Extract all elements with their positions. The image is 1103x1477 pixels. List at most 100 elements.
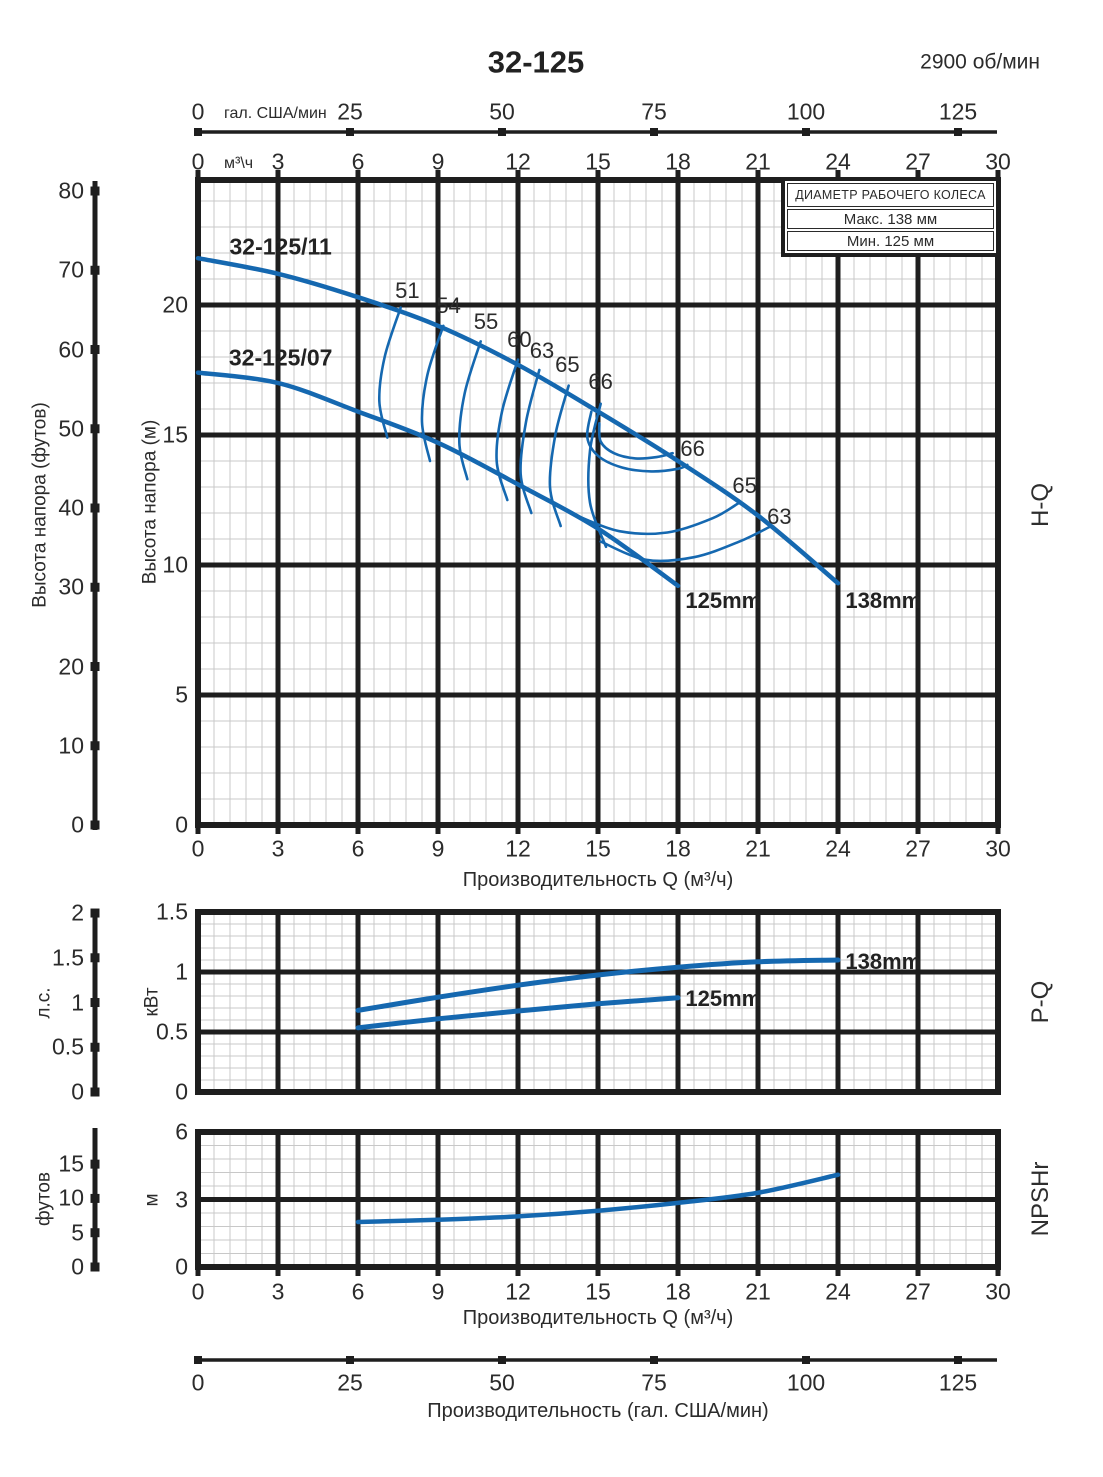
head-feet-axis-tick (90, 662, 100, 672)
m3h-top-tick-label: 21 (745, 148, 771, 175)
curve-label: 125mm (685, 588, 762, 614)
gpm-bottom-tick-label: 125 (938, 1369, 978, 1396)
npsh-x-tick-label: 15 (585, 1278, 611, 1305)
head-ft-tick-label: 30 (58, 573, 84, 600)
head-ft-tick-label: 80 (58, 177, 84, 204)
gpm-top-axis-tick (194, 128, 202, 136)
hq-x-axis-title: Производительность Q (м³/ч) (462, 869, 734, 891)
gpm-bottom-axis-tick (650, 1356, 658, 1364)
m3h-top-tick-label: 27 (905, 148, 931, 175)
power-kw-tick-label: 1.5 (156, 898, 188, 925)
pq-curve-125mm (355, 995, 681, 1031)
npsh-feet-axis-tick (90, 1262, 100, 1272)
head-ft-tick-label: 20 (58, 653, 84, 679)
impeller-diameter-legend: ДИАМЕТР РАБОЧЕГО КОЛЕСА Макс. 138 мм Мин… (781, 177, 1000, 257)
power-hp-axis-title: л.с. (33, 987, 55, 1019)
efficiency-contour-63 (519, 368, 541, 515)
head-feet-axis-tick (90, 424, 100, 434)
chart-border (195, 909, 1001, 1095)
hq-x-tick-label: 15 (585, 835, 611, 862)
head-m-tick-label: 20 (162, 291, 188, 318)
npsh-ft-tick-label: 0 (71, 1253, 84, 1280)
hq-section-label: H-Q (1027, 483, 1054, 527)
m3h-top-tick-label: 24 (825, 148, 851, 175)
npsh-x-tick-label: 12 (505, 1278, 531, 1305)
curve-label: 125mm (685, 986, 762, 1011)
curve-label: 32-125/07 (228, 344, 333, 371)
npsh-x-tick-label: 6 (351, 1278, 365, 1305)
head-feet-axis-tick (90, 265, 100, 275)
hq-x-tick-label: 21 (745, 835, 771, 862)
gpm-bottom-tick-label: 25 (337, 1369, 363, 1396)
hq-curve-125mm (195, 370, 681, 589)
efficiency-label: 63 (529, 337, 555, 363)
head-feet-axis-tick (90, 186, 100, 196)
npsh-feet-axis-tick (90, 1193, 100, 1203)
head-feet-axis-tick (90, 741, 100, 751)
gpm-top-tick-label: 125 (938, 98, 978, 125)
gpm-bottom-axis-tick (194, 1356, 202, 1364)
gpm-bottom-tick-label: 75 (641, 1369, 667, 1396)
head-meters-axis-title: Высота напора (м) (139, 419, 161, 585)
head-m-tick-label: 0 (175, 811, 188, 838)
hq-curve-138mm (195, 255, 841, 586)
gpm-top-axis-tick (802, 128, 810, 136)
efficiency-contour-54 (420, 324, 445, 463)
head-feet-axis-title: Высота напора (футов) (29, 402, 51, 608)
hq-x-tick-label: 9 (431, 835, 445, 862)
npsh-ft-tick-label: 5 (71, 1219, 84, 1246)
head-ft-tick-label: 70 (58, 256, 84, 283)
head-m-tick-label: 10 (162, 551, 188, 578)
gpm-bottom-tick-label: 0 (191, 1369, 205, 1396)
gpm-top-axis-tick (498, 128, 506, 136)
gpm-top-axis-tick (650, 128, 658, 136)
gpm-bottom-axis-tick (802, 1356, 810, 1364)
npsh-meters-axis-title: м (141, 1193, 163, 1207)
m3h-top-tick-label: 30 (985, 148, 1011, 175)
power-hp-axis-tick (90, 1042, 100, 1052)
legend-min-diameter: Мин. 125 мм (787, 231, 994, 251)
npsh-feet-axis-title: футов (33, 1171, 55, 1227)
efficiency-contour-65-right (575, 501, 741, 536)
efficiency-label: 55 (473, 308, 499, 334)
power-hp-tick-label: 1.5 (52, 944, 84, 971)
head-feet-axis-tick (90, 582, 100, 592)
efficiency-contour-66-inner (597, 422, 674, 460)
efficiency-contour-55 (457, 340, 482, 481)
power-hp-axis-tick (90, 953, 100, 963)
power-hp-axis-tick (90, 908, 100, 918)
power-kw-tick-label: 1 (175, 958, 188, 985)
power-hp-tick-label: 1 (71, 989, 84, 1016)
legend-title: ДИАМЕТР РАБОЧЕГО КОЛЕСА (787, 183, 994, 207)
hq-x-tick-label: 3 (271, 835, 285, 862)
m3h-top-axis-unit: м³\ч (224, 155, 254, 172)
npsh-x-tick-label: 3 (271, 1278, 285, 1305)
npsh-x-tick-label: 18 (665, 1278, 691, 1305)
efficiency-contour-63-right (599, 524, 773, 563)
gpm-bottom-axis-title: Производительность (гал. США/мин) (427, 1400, 769, 1422)
head-ft-tick-label: 0 (71, 811, 84, 838)
gpm-top-tick-label: 25 (337, 98, 363, 125)
efficiency-label: 66 (680, 436, 705, 462)
npsh-m-tick-label: 0 (175, 1253, 188, 1280)
m3h-top-tick-label: 18 (665, 148, 691, 175)
efficiency-label: 63 (767, 503, 792, 529)
power-kw-tick-label: 0 (175, 1078, 188, 1105)
gpm-bottom-axis-tick (346, 1356, 354, 1364)
curve-label: 32-125/11 (229, 233, 332, 259)
hq-x-tick-label: 18 (665, 835, 691, 862)
m3h-top-tick-label: 0 (191, 148, 205, 175)
gpm-top-tick-label: 75 (641, 98, 667, 125)
npsh-x-axis-title: Производительность Q (м³/ч) (462, 1307, 734, 1329)
npsh-x-tick-label: 24 (825, 1278, 851, 1305)
npsh-ft-tick-label: 15 (58, 1150, 84, 1177)
curve-label: 138mm (845, 588, 922, 614)
head-feet-axis-tick (90, 820, 100, 830)
head-feet-axis-tick (90, 503, 100, 513)
npsh-ft-tick-label: 10 (58, 1184, 84, 1211)
head-ft-tick-label: 50 (58, 415, 84, 442)
efficiency-contour-60 (495, 358, 520, 502)
power-hp-tick-label: 0.5 (52, 1033, 84, 1060)
npshr-curve (355, 1172, 841, 1225)
